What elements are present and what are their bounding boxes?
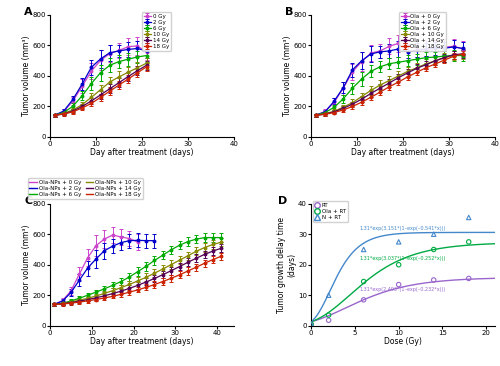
N + RT (464, 214, 472, 220)
Legend: RT, Ola + RT, N + RT: RT, Ola + RT, N + RT (313, 201, 348, 222)
N + RT (307, 321, 315, 327)
Legend: Ola + 0 Gy, Ola + 2 Gy, Ola + 6 Gy, Ola + 10 Gy, Ola + 14 Gy, Ola + 18 Gy: Ola + 0 Gy, Ola + 2 Gy, Ola + 6 Gy, Ola … (400, 12, 446, 51)
Legend: Ola-NPs + 0 Gy, Ola-NPs + 2 Gy, Ola-NPs + 6 Gy, Ola-NPs + 10 Gy, Ola-NPs + 14 Gy: Ola-NPs + 0 Gy, Ola-NPs + 2 Gy, Ola-NPs … (28, 179, 142, 199)
Ola + RT (324, 312, 332, 318)
Ola + RT (307, 321, 315, 327)
RT (394, 282, 402, 288)
RT (360, 297, 368, 303)
Text: C: C (24, 197, 32, 206)
N + RT (324, 292, 332, 298)
Text: B: B (286, 7, 294, 17)
Text: 1.31*exp(3.151*(1–exp(–0.541*x))): 1.31*exp(3.151*(1–exp(–0.541*x))) (360, 226, 446, 231)
X-axis label: Day after treatment (days): Day after treatment (days) (352, 148, 455, 157)
X-axis label: Day after treatment (days): Day after treatment (days) (90, 148, 194, 157)
RT (324, 317, 332, 323)
Ola + RT (394, 262, 402, 268)
Ola + RT (464, 239, 472, 245)
X-axis label: Dose (Gy): Dose (Gy) (384, 337, 422, 346)
Text: 1.31*exp(3.037*(1–exp(–0.252*x))): 1.31*exp(3.037*(1–exp(–0.252*x))) (360, 256, 446, 261)
N + RT (394, 239, 402, 245)
Legend: 0 Gy, 2 Gy, 6 Gy, 10 Gy, 14 Gy, 18 Gy: 0 Gy, 2 Gy, 6 Gy, 10 Gy, 14 Gy, 18 Gy (142, 12, 171, 51)
RT (464, 276, 472, 281)
N + RT (430, 231, 438, 237)
Y-axis label: Tumor growth delay time
(days): Tumor growth delay time (days) (277, 217, 296, 313)
Y-axis label: Tumor volume (mm³): Tumor volume (mm³) (283, 36, 292, 116)
RT (307, 321, 315, 327)
Text: A: A (24, 7, 33, 17)
RT (430, 277, 438, 283)
Ola + RT (430, 247, 438, 253)
X-axis label: Day after treatment (days): Day after treatment (days) (90, 337, 194, 346)
Y-axis label: Tumor volume (mm³): Tumor volume (mm³) (22, 224, 31, 305)
Y-axis label: Tumor volume (mm³): Tumor volume (mm³) (22, 36, 31, 116)
Ola + RT (360, 279, 368, 284)
Text: 1.31*exp(2.493*(1–exp(–0.232*x))): 1.31*exp(2.493*(1–exp(–0.232*x))) (360, 287, 446, 292)
Text: D: D (278, 197, 287, 206)
N + RT (360, 247, 368, 253)
